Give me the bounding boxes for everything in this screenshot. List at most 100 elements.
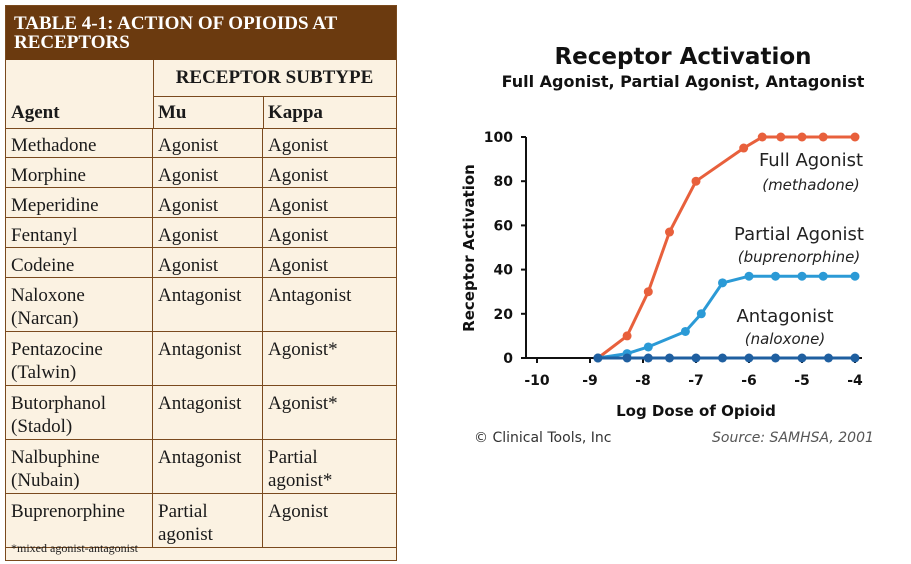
agent-cell-line: Meperidine xyxy=(11,195,99,216)
series-sublabel: (methadone) xyxy=(762,176,860,194)
y-tick-label: 80 xyxy=(494,174,514,190)
table-row: Morphine Agonist Agonist xyxy=(6,158,396,188)
mu-cell: Antagonist xyxy=(153,332,263,385)
source-text: Source: SAMHSA, 2001 xyxy=(712,430,874,446)
table-row: Buprenorphine Partial agonist Agonist xyxy=(6,494,396,548)
series-point-1 xyxy=(850,271,860,281)
agent-cell-line: Methadone xyxy=(11,135,97,156)
mu-cell: Agonist xyxy=(153,248,263,277)
kappa-cell: Agonist* xyxy=(263,386,396,439)
series-point-1 xyxy=(744,271,754,281)
series-point-2 xyxy=(665,353,674,363)
x-tick-label: -6 xyxy=(741,373,757,389)
series-point-0 xyxy=(818,132,828,142)
series-point-0 xyxy=(757,132,767,142)
header-divider xyxy=(263,96,264,128)
table-row: Meperidine Agonist Agonist xyxy=(6,188,396,218)
table-footnote: *mixed agonist-antagonist xyxy=(11,541,138,555)
series-sublabel: (buprenorphine) xyxy=(738,248,860,266)
y-tick-label: 100 xyxy=(484,130,513,146)
agent-cell-line: Butorphanol xyxy=(11,393,106,414)
table-title-line1: TABLE 4-1: ACTION OF OPIOIDS AT xyxy=(14,13,338,34)
mu-cell-line: Agonist xyxy=(158,195,219,216)
mu-cell: Antagonist xyxy=(153,278,263,331)
chart-subtitle: Full Agonist, Partial Agonist, Antagonis… xyxy=(501,72,865,91)
mu-cell-line: Antagonist xyxy=(158,285,242,306)
mu-cell-line: Agonist xyxy=(158,135,219,156)
y-tick-label: 40 xyxy=(494,263,514,279)
series-sublabel: (naloxone) xyxy=(745,330,826,348)
series-point-1 xyxy=(680,326,690,336)
mu-cell-line: Partial xyxy=(158,501,208,522)
agent-cell: Methadone xyxy=(6,128,153,157)
series-point-0 xyxy=(665,227,674,237)
table-row: Codeine Agonist Agonist xyxy=(6,248,396,278)
agent-cell-line: Codeine xyxy=(11,255,75,276)
agent-cell-line: (Nubain) xyxy=(11,470,80,491)
mu-cell-line: Agonist xyxy=(158,255,219,276)
x-tick-label: -5 xyxy=(794,373,810,389)
y-tick-label: 20 xyxy=(494,307,514,323)
series-point-1 xyxy=(696,309,706,319)
kappa-cell-line: Agonist xyxy=(268,165,329,186)
agent-cell: Codeine xyxy=(6,248,153,277)
mu-cell: Agonist xyxy=(153,128,263,157)
table-header: RECEPTOR SUBTYPE Agent Mu Kappa xyxy=(6,60,396,129)
table-row: Methadone Agonist Agonist xyxy=(6,128,396,158)
series-point-2 xyxy=(691,353,701,363)
x-axis-label: Log Dose of Opioid xyxy=(616,402,776,420)
kappa-cell-line: Agonist* xyxy=(268,393,338,414)
agent-cell: Morphine xyxy=(6,158,153,187)
y-tick-label: 60 xyxy=(494,218,514,234)
mu-cell: Antagonist xyxy=(153,386,263,439)
series-point-2 xyxy=(643,353,653,363)
kappa-cell-line: Agonist* xyxy=(268,339,338,360)
series-label: Full Agonist xyxy=(759,150,863,171)
kappa-cell-line: Agonist xyxy=(268,225,329,246)
x-tick-label: -4 xyxy=(847,373,863,389)
agent-cell-line: Fentanyl xyxy=(11,225,78,246)
mu-cell: Agonist xyxy=(153,188,263,217)
agent-cell-line: (Narcan) xyxy=(11,308,79,329)
kappa-cell-line: Agonist xyxy=(268,195,329,216)
agent-cell-line: (Talwin) xyxy=(11,362,77,383)
mu-cell-line: Antagonist xyxy=(158,447,242,468)
x-tick-label: -9 xyxy=(582,373,598,389)
chart-title: Receptor Activation xyxy=(554,44,812,70)
agent-cell-line: Morphine xyxy=(11,165,86,186)
mu-cell: Antagonist xyxy=(153,440,263,493)
table-row: Pentazocine (Talwin) Antagonist Agonist* xyxy=(6,332,396,386)
agent-cell-line: Pentazocine xyxy=(11,339,103,360)
table-row: Nalbuphine (Nubain) Antagonist Partial agoni… xyxy=(6,440,396,494)
opioid-action-table: TABLE 4-1: ACTION OF OPIOIDS AT RECEPTOR… xyxy=(5,5,397,561)
series-label: Partial Agonist xyxy=(734,224,864,245)
series-point-1 xyxy=(771,271,780,281)
series-point-2 xyxy=(718,353,727,363)
kappa-cell: Agonist xyxy=(263,188,396,217)
agent-cell-line: Naloxone xyxy=(11,285,85,306)
series-point-1 xyxy=(643,342,653,352)
x-tick-label: -8 xyxy=(635,373,651,389)
agent-cell-line: Buprenorphine xyxy=(11,501,125,522)
agent-cell: Pentazocine (Talwin) xyxy=(6,332,153,385)
table-row: Naloxone (Narcan) Antagonist Antagonist xyxy=(6,278,396,332)
series-point-2 xyxy=(797,353,807,363)
column-header-mu: Mu xyxy=(158,102,187,123)
series-point-0 xyxy=(797,132,807,142)
kappa-cell: Agonist xyxy=(263,248,396,277)
kappa-cell: Agonist xyxy=(263,158,396,187)
mu-cell: Agonist xyxy=(153,158,263,187)
mu-cell-line: Antagonist xyxy=(158,393,242,414)
series-point-2 xyxy=(593,353,603,363)
kappa-cell-line: Antagonist xyxy=(268,285,352,306)
kappa-cell: Agonist xyxy=(263,218,396,247)
column-header-agent: Agent xyxy=(11,102,60,123)
agent-cell-line: (Stadol) xyxy=(11,416,73,437)
kappa-cell: Partial agonist* xyxy=(263,440,396,493)
series-point-0 xyxy=(643,287,653,297)
series-point-2 xyxy=(850,353,860,363)
mu-cell: Agonist xyxy=(153,218,263,247)
series-point-1 xyxy=(718,278,727,288)
kappa-cell: Agonist* xyxy=(263,332,396,385)
